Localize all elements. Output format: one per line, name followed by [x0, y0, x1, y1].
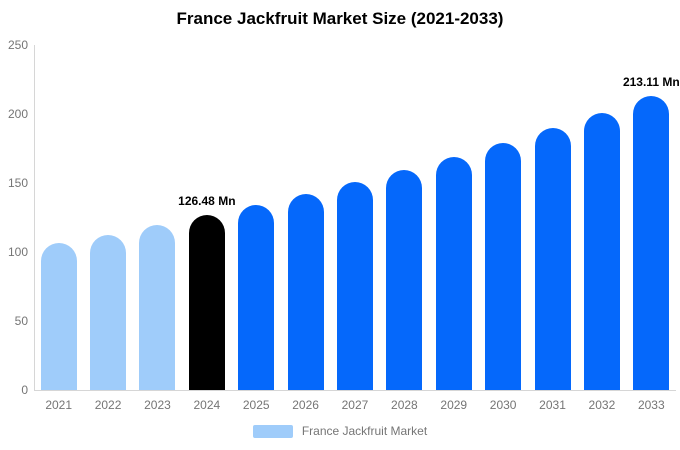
bar-2024[interactable] [188, 215, 225, 390]
x-axis-tick-label-2027: 2027 [341, 398, 369, 412]
x-axis-tick-label-2030: 2030 [489, 398, 517, 412]
y-axis-tick-label: 50 [14, 314, 28, 328]
bar-2028[interactable] [386, 169, 423, 390]
x-axis-tick-label-2028: 2028 [391, 398, 418, 412]
y-axis-tick-label: 150 [7, 176, 28, 190]
bar-2029[interactable] [435, 156, 472, 390]
bar-2032[interactable] [583, 112, 620, 390]
bar-2023[interactable] [139, 225, 176, 390]
chart-title: France Jackfruit Market Size (2021-2033) [176, 9, 504, 28]
x-axis-tick-label-2025: 2025 [242, 398, 270, 412]
bar-2026[interactable] [287, 194, 324, 390]
y-axis-tick-label: 0 [21, 383, 28, 397]
legend-label[interactable]: France Jackfruit Market [301, 424, 428, 438]
x-axis-tick-label-2031: 2031 [539, 398, 566, 412]
y-axis-tick-label: 250 [7, 38, 28, 52]
legend: France Jackfruit Market [0, 424, 680, 438]
bar-value-label-2033: 213.11 Mn [622, 74, 680, 89]
x-axis-tick-label-2023: 2023 [144, 398, 171, 412]
x-axis-tick-label-2026: 2026 [292, 398, 319, 412]
x-axis-tick-label-2024: 2024 [193, 398, 221, 412]
bar-2025[interactable] [238, 205, 275, 390]
x-axis-tick-label-2029: 2029 [440, 398, 468, 412]
bar-2033[interactable] [633, 95, 670, 390]
y-axis-line [34, 45, 35, 390]
x-axis-tick-label-2033: 2033 [637, 398, 665, 412]
x-axis-tick-label-2022: 2022 [94, 398, 122, 412]
y-axis-tick-label: 100 [7, 245, 28, 259]
bar-2031[interactable] [534, 128, 571, 390]
bar-2021[interactable] [40, 243, 77, 390]
bar-2030[interactable] [485, 142, 522, 390]
bar-2027[interactable] [337, 182, 373, 390]
x-axis-line [34, 390, 676, 391]
y-axis-tick-label: 200 [7, 107, 28, 121]
x-axis-tick-label-2021: 2021 [45, 398, 73, 412]
bar-2022[interactable] [90, 234, 127, 390]
bar-value-label-2024: 126.48 Mn [178, 194, 236, 209]
x-axis-tick-label-2032: 2032 [588, 398, 616, 412]
legend-swatch[interactable] [252, 424, 293, 438]
